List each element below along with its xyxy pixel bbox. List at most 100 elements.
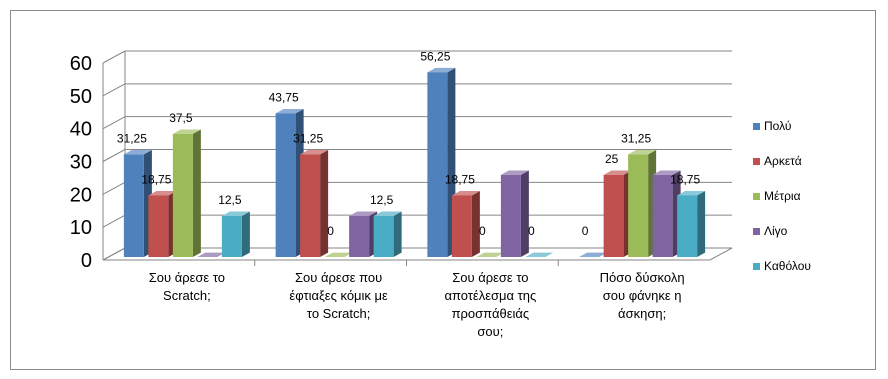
y-tick-label: 40 [70, 119, 92, 141]
bar [275, 108, 304, 258]
bar-top [451, 191, 480, 196]
bar-front [652, 174, 673, 257]
bar-top [172, 129, 201, 134]
y-axis: 0 10 20 30 40 50 60 [70, 53, 104, 272]
bar-top [427, 67, 456, 73]
gridline-side [102, 83, 126, 97]
bar-front [677, 195, 698, 257]
bar-top [349, 211, 378, 216]
bar [525, 252, 554, 257]
data-label: 18,75 [141, 172, 171, 186]
bar-front [172, 133, 193, 257]
bar-top [500, 170, 529, 175]
bar [148, 191, 177, 257]
data-label: 0 [582, 224, 589, 238]
x-tick-line: προσπάθειάς [452, 306, 530, 321]
x-tick-line: σου; [477, 324, 503, 339]
y-tick-label: 30 [70, 152, 92, 174]
bar [476, 252, 505, 257]
bar-side [192, 129, 201, 257]
x-tick-line: σου φάνηκε η [603, 288, 682, 303]
bar-top [652, 170, 681, 175]
legend-swatch [753, 123, 760, 130]
legend-item: Μέτρια [753, 189, 801, 203]
bar [324, 252, 353, 257]
legend-label: Καθόλου [764, 259, 811, 273]
bar-top [148, 191, 177, 196]
legend-swatch [753, 263, 760, 270]
data-label: 18,75 [670, 172, 700, 186]
x-tick-line: το Scratch; [307, 306, 370, 321]
x-tick-label: Πόσο δύσκολη σου φάνηκε η άσκηση; [600, 270, 685, 321]
bar [677, 191, 706, 257]
bar [427, 67, 456, 257]
legend-item: Καθόλου [753, 259, 811, 273]
legend-item: Πολύ [753, 119, 791, 133]
bar-front [123, 154, 144, 257]
gridline-side [102, 116, 126, 130]
bar [451, 191, 480, 257]
bar-top [197, 252, 226, 257]
legend-swatch [753, 228, 760, 235]
bar-top [677, 191, 706, 196]
legend-label: Λίγο [764, 224, 788, 238]
x-tick-line: Πόσο δύσκολη [600, 270, 685, 285]
legend-swatch [753, 158, 760, 165]
data-label: 25 [605, 152, 619, 166]
bar-side [241, 211, 250, 257]
data-label: 31,25 [621, 131, 651, 145]
bar-front [349, 215, 370, 257]
bar-side [393, 211, 402, 257]
legend-label: Πολύ [764, 119, 791, 133]
legend-label: Αρκετά [764, 154, 802, 168]
bar-top [300, 149, 329, 155]
bar [500, 170, 529, 257]
gridline-side [102, 149, 126, 162]
x-tick-label: Σου άρεσε το αποτέλεσμα της προσπάθειάς σου… [444, 270, 536, 339]
x-tick-line: Σου άρεσε το [452, 270, 528, 285]
y-tick-label: 20 [70, 184, 92, 206]
legend: Πολύ Αρκετά Μέτρια Λίγο Καθόλου [753, 119, 811, 273]
bar [172, 129, 201, 257]
legend-label: Μέτρια [764, 189, 801, 203]
x-tick-line: άσκηση; [618, 306, 666, 321]
data-label: 37,5 [169, 111, 193, 125]
floor [102, 247, 733, 261]
x-tick-line: Σου άρεσε το [149, 270, 225, 285]
bar-top [373, 211, 402, 216]
bar-front [427, 72, 448, 257]
legend-item: Αρκετά [753, 154, 802, 168]
gridline-side [102, 214, 126, 228]
bar-front [451, 195, 472, 257]
data-label: 12,5 [218, 193, 242, 207]
bar-top [628, 149, 657, 155]
bar [221, 211, 250, 257]
gridline-side [102, 181, 126, 195]
bar [349, 211, 378, 257]
bar [197, 252, 226, 257]
bar [603, 170, 632, 257]
bar-side [471, 191, 480, 257]
bar-front [603, 174, 624, 257]
gridline-side [102, 50, 126, 64]
bar-side [697, 191, 706, 257]
bar-front [300, 154, 321, 257]
bar-front [500, 174, 521, 257]
data-label: 43,75 [269, 90, 299, 104]
y-tick-label: 10 [70, 217, 92, 239]
x-tick-label: Σου άρεσε που έφτιαξες κόμικ με το Scratch… [289, 270, 388, 321]
data-label: 31,25 [293, 131, 323, 145]
data-label: 31,25 [117, 131, 147, 145]
bar-side [520, 170, 529, 257]
data-label: 56,25 [420, 49, 450, 63]
bar-top [221, 211, 250, 216]
bar-top [324, 252, 353, 257]
data-labels: 31,25 18,75 37,5 12,5 43,75 31,25 0 12,5 56,25 18… [117, 49, 701, 238]
bar-front [628, 154, 649, 257]
bar [300, 149, 329, 257]
data-label: 0 [528, 224, 535, 238]
legend-item: Λίγο [753, 224, 788, 238]
bar-front [275, 113, 296, 258]
x-tick-line: Σου άρεσε που [295, 270, 382, 285]
bar-front [221, 215, 242, 257]
